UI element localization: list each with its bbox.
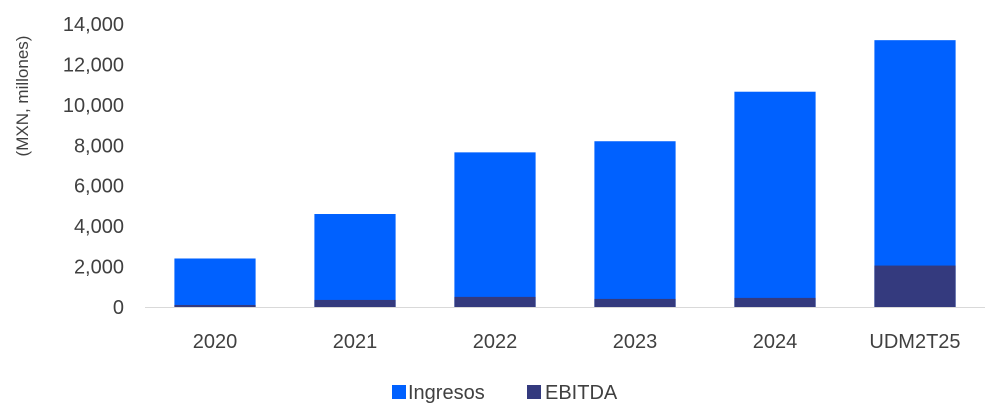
y-tick-label: 14,000 bbox=[63, 14, 124, 36]
x-tick-label: 2020 bbox=[193, 331, 238, 353]
x-tick-label: 2021 bbox=[333, 331, 378, 353]
bar-ebitda-2022 bbox=[454, 296, 536, 307]
bar-ingresos-2022 bbox=[454, 152, 536, 307]
legend-label-ebitda: EBITDA bbox=[545, 382, 618, 404]
bar-ingresos-2021 bbox=[314, 214, 396, 307]
bar-ingresos-2020 bbox=[174, 258, 256, 307]
x-tick-label: UDM2T25 bbox=[869, 331, 960, 353]
y-tick-label: 2,000 bbox=[74, 257, 124, 279]
y-tick-label: 6,000 bbox=[74, 176, 124, 198]
y-axis-label: (MXN, millones) bbox=[13, 36, 32, 157]
x-tick-label: 2022 bbox=[473, 331, 518, 353]
bar-ingresos-2023 bbox=[594, 141, 676, 307]
bar-ebitda-2020 bbox=[174, 304, 256, 307]
y-tick-label: 10,000 bbox=[63, 95, 124, 117]
y-tick-label: 0 bbox=[113, 297, 124, 319]
legend-swatch-ingresos bbox=[392, 385, 406, 399]
bar-ingresos-2024 bbox=[734, 91, 816, 307]
bar-ebitda-udm2t25 bbox=[874, 265, 956, 307]
legend: Ingresos EBITDA bbox=[392, 382, 618, 404]
x-tick-label: 2024 bbox=[753, 331, 798, 353]
bar-ebitda-2023 bbox=[594, 298, 676, 307]
legend-label-ingresos: Ingresos bbox=[408, 382, 485, 404]
x-axis-ticks: 2020 2021 2022 2023 2024 UDM2T25 bbox=[193, 331, 961, 353]
bar-ebitda-2024 bbox=[734, 297, 816, 307]
legend-swatch-ebitda bbox=[527, 385, 541, 399]
y-axis-ticks: 0 2,000 4,000 6,000 8,000 10,000 12,000 14,000 bbox=[63, 14, 124, 319]
bars bbox=[174, 40, 956, 308]
bar-ebitda-2021 bbox=[314, 299, 396, 307]
y-tick-label: 8,000 bbox=[74, 135, 124, 157]
bar-ingresos-udm2t25 bbox=[874, 40, 956, 308]
x-tick-label: 2023 bbox=[613, 331, 658, 353]
y-tick-label: 4,000 bbox=[74, 216, 124, 238]
y-tick-label: 12,000 bbox=[63, 54, 124, 76]
